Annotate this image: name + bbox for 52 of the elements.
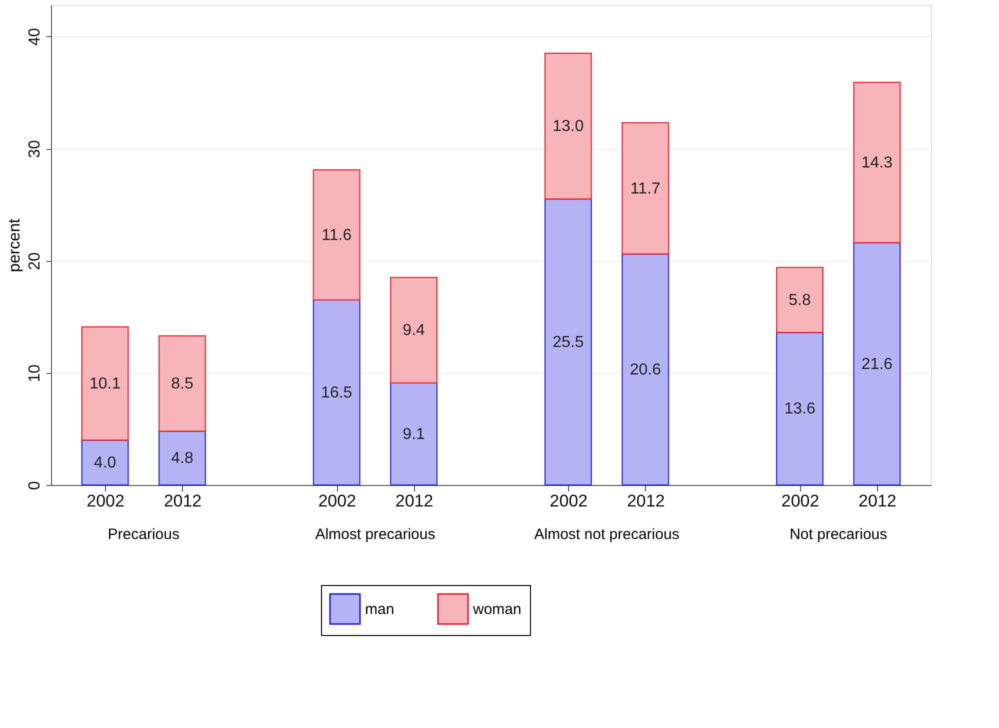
data-label: 13.6 [784,400,816,418]
y-tick-label: 40 [26,28,44,46]
data-label: 11.7 [630,180,660,198]
data-label: 9.4 [402,322,426,340]
data-label: 9.1 [402,426,426,443]
bar [390,382,438,486]
x-tick-label: 2002 [86,492,124,510]
bar [853,242,901,486]
x-tick-label: 2002 [318,492,356,510]
y-tick-label: 0 [26,480,44,490]
data-label: 14.3 [861,154,893,172]
data-label: 4.0 [94,454,116,472]
bar [622,122,670,255]
bar [544,52,592,200]
bar [312,169,360,301]
bar [158,430,206,486]
bar [622,253,670,486]
x-tick-label: 2012 [858,492,896,510]
bar [853,82,901,244]
bar [158,335,206,432]
text: Precarious [108,526,180,543]
data-label: 11.6 [322,226,352,244]
data-label: 4.8 [171,450,194,468]
bar [776,266,824,334]
x-tick-label: 2012 [395,492,434,510]
x-tick-label: 2012 [164,492,202,510]
y-axis-title: percent [6,218,24,272]
bar [312,299,360,486]
bar [776,332,824,486]
x-tick-label: 2002 [781,492,820,510]
data-label: 8.5 [171,376,194,393]
legend-label: woman [472,601,522,618]
legend-label: man [365,601,394,618]
data-label: 25.5 [552,334,584,352]
text: Not precarious [790,526,888,543]
y-tick-label: 20 [26,252,44,270]
data-label: 10.1 [89,376,121,393]
bar [81,440,129,486]
y-tick-label: 10 [26,364,44,382]
bar [390,276,438,384]
data-label: 5.8 [788,292,811,309]
x-tick-label: 2012 [626,492,665,510]
data-label: 16.5 [321,384,352,402]
bar [544,198,592,486]
data-label: 13.0 [552,118,584,136]
data-label: 21.6 [861,356,893,373]
bar [81,326,129,441]
text: Almost not precarious [534,526,680,543]
text: Almost precarious [315,526,436,543]
x-tick-label: 2002 [550,492,588,510]
y-tick-label: 30 [26,140,44,158]
data-label: 20.6 [630,361,662,378]
